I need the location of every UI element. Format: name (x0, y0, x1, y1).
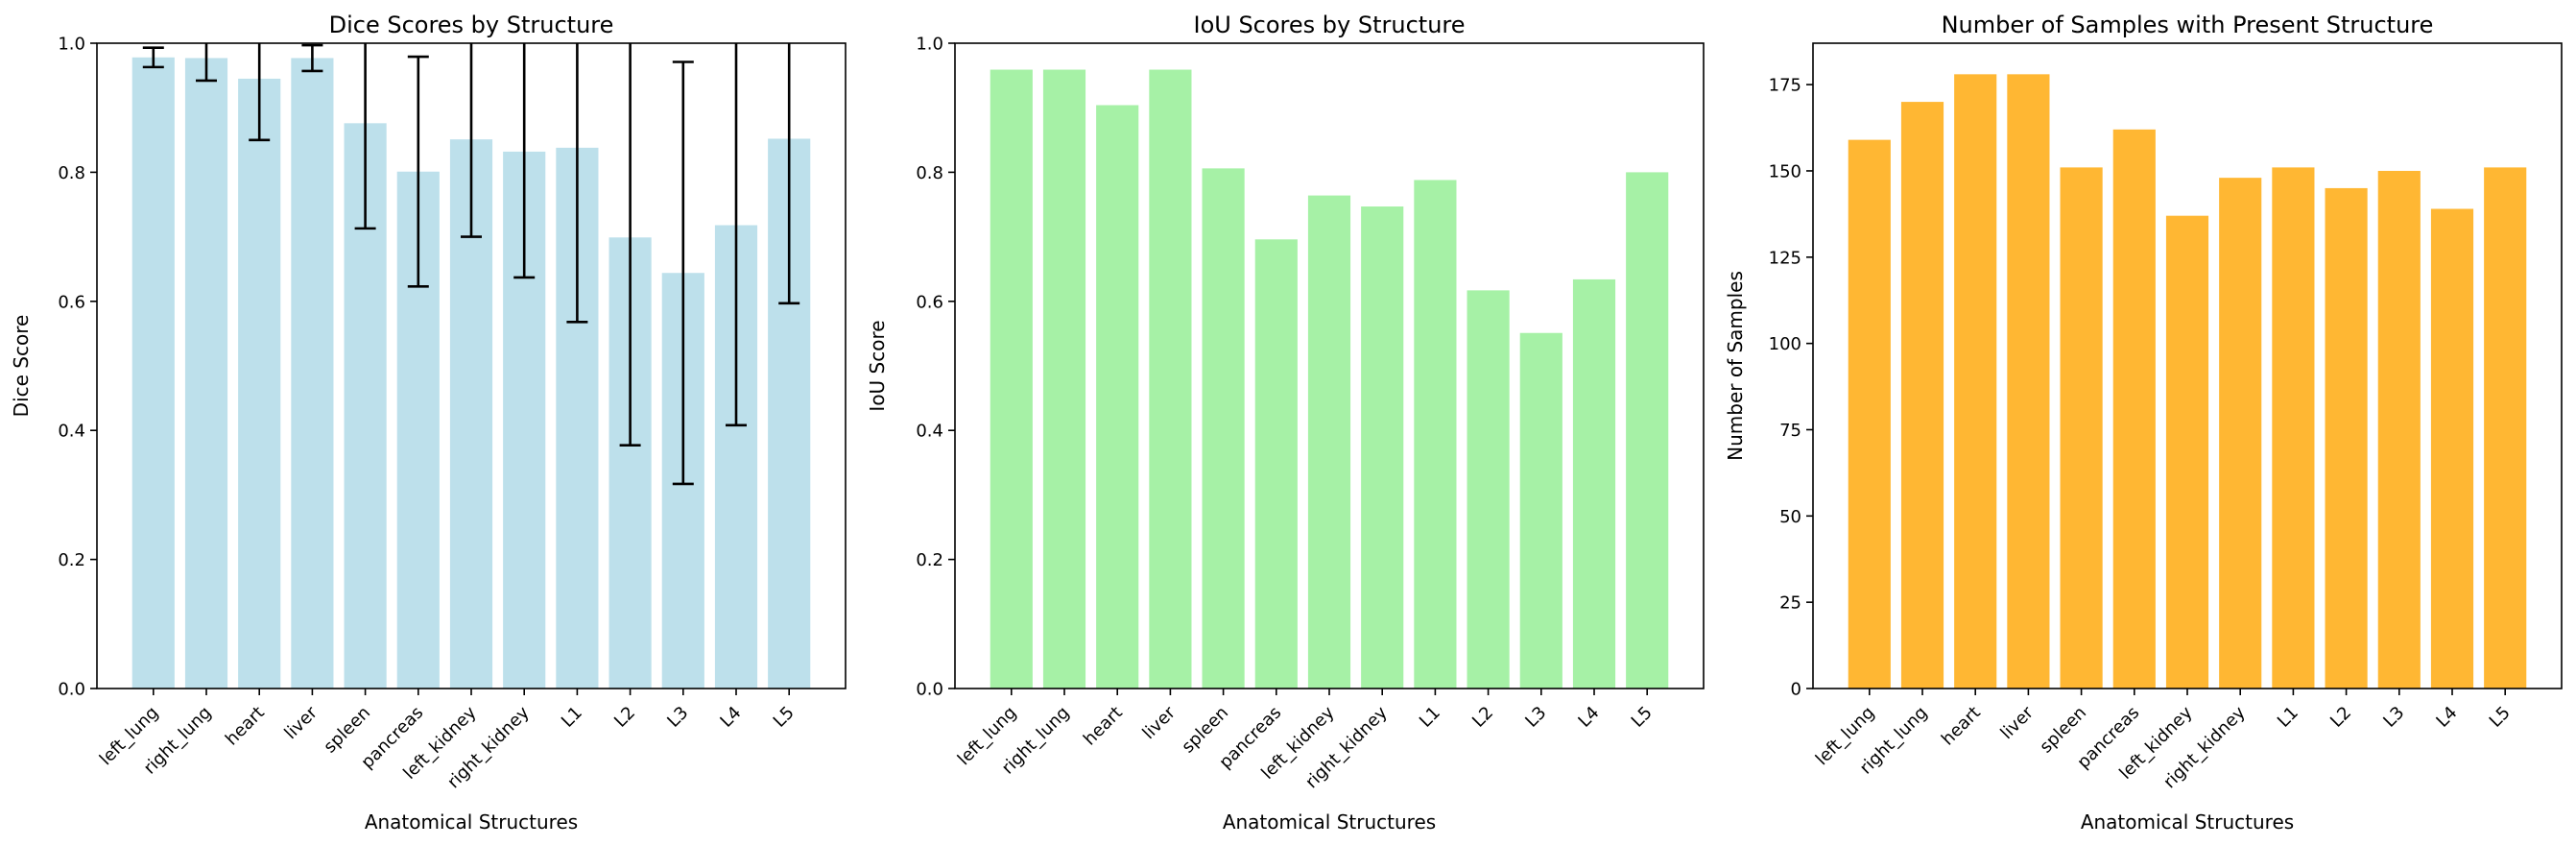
bar-right_lung (1900, 102, 1944, 689)
x-tick-label-L5: L5 (2486, 703, 2515, 732)
x-tick-label-liver: liver (1996, 702, 2038, 743)
bar-L5 (1626, 172, 1669, 689)
bar-heart (1954, 74, 1997, 689)
bar-left_kidney (2165, 215, 2209, 689)
bar-heart (238, 78, 281, 689)
bar-liver (1149, 69, 1192, 689)
bar-L4 (2430, 208, 2474, 689)
bar-right_lung (1042, 69, 1086, 689)
bar-liver (2007, 74, 2050, 689)
y-tick-label: 0.6 (58, 292, 85, 312)
y-tick-label: 0.8 (916, 163, 943, 183)
bar-right_kidney (1361, 206, 1404, 689)
y-tick-label: 100 (1769, 334, 1801, 354)
bar-L5 (2484, 167, 2527, 689)
bar-L3 (2377, 170, 2421, 689)
bar-L1 (2272, 167, 2315, 689)
x-tick-label-L3: L3 (663, 703, 692, 732)
bar-left_lung (990, 69, 1033, 689)
x-tick-label-liver: liver (1138, 702, 1180, 743)
bar-heart (1096, 105, 1139, 689)
bar-L1 (1414, 180, 1457, 689)
y-tick-label: 50 (1779, 507, 1801, 527)
x-axis-label: Anatomical Structures (2081, 810, 2294, 834)
y-axis-label: Number of Samples (1724, 271, 1747, 461)
y-tick-label: 0.2 (58, 550, 85, 570)
bar-left_kidney (1307, 195, 1351, 689)
x-tick-label-L1: L1 (2274, 703, 2302, 732)
bar-right_kidney (2219, 178, 2262, 689)
x-tick-label-L3: L3 (2379, 703, 2408, 732)
y-tick-label: 175 (1769, 76, 1801, 96)
y-tick-label: 0.4 (916, 422, 943, 442)
y-tick-label: 150 (1769, 161, 1801, 181)
y-tick-label: 1.0 (916, 35, 943, 55)
x-tick-label-L4: L4 (1574, 703, 1603, 732)
y-tick-label: 0.0 (58, 680, 85, 700)
y-tick-label: 0 (1791, 680, 1801, 700)
bar-left_lung (1848, 139, 1891, 689)
error-bars (142, 43, 800, 486)
bar-L2 (2325, 187, 2368, 689)
bar-L2 (1467, 290, 1510, 689)
x-tick-label-L5: L5 (1628, 703, 1657, 732)
bars (1848, 74, 2527, 689)
y-tick-label: 0.4 (58, 422, 85, 442)
x-tick-label-L2: L2 (610, 703, 639, 732)
bar-L3 (1519, 332, 1562, 689)
y-tick-label: 25 (1779, 593, 1801, 614)
bar-left_lung (131, 57, 175, 689)
x-tick-label-L2: L2 (1468, 703, 1497, 732)
y-tick-label: 0.6 (916, 292, 943, 312)
bar-spleen (1202, 168, 1245, 689)
bar-right_lung (184, 58, 228, 689)
bars (131, 57, 811, 689)
x-tick-label-L5: L5 (770, 703, 799, 732)
x-tick-label-liver: liver (280, 702, 322, 743)
y-tick-label: 125 (1769, 248, 1801, 268)
x-tick-label-heart: heart (1080, 703, 1127, 750)
x-tick-label-heart: heart (1938, 703, 1985, 750)
chart-title: Number of Samples with Present Structure (1942, 12, 2434, 38)
y-axis-label: IoU Score (866, 320, 889, 411)
bars (990, 69, 1669, 689)
x-tick-label-L2: L2 (2326, 703, 2355, 732)
bar-pancreas (2112, 129, 2156, 689)
y-tick-label: 0.0 (916, 680, 943, 700)
bar-liver (291, 58, 334, 689)
y-tick-label: 75 (1779, 421, 1801, 441)
y-tick-label: 0.8 (58, 163, 85, 183)
y-axis-label: Dice Score (10, 315, 33, 418)
x-tick-label-L3: L3 (1521, 703, 1550, 732)
bar-pancreas (1254, 239, 1298, 689)
x-axis-label: Anatomical Structures (1223, 810, 1436, 834)
chart-title: IoU Scores by Structure (1193, 12, 1465, 38)
bar-L4 (1572, 278, 1616, 689)
x-tick-label-L4: L4 (2432, 703, 2461, 732)
x-axis-label: Anatomical Structures (365, 810, 578, 834)
x-tick-label-L1: L1 (558, 703, 586, 732)
chart-title: Dice Scores by Structure (329, 12, 614, 38)
y-tick-label: 0.2 (916, 550, 943, 570)
bar-spleen (2060, 167, 2103, 689)
y-tick-label: 1.0 (58, 35, 85, 55)
x-tick-label-heart: heart (222, 703, 269, 750)
x-tick-label-L1: L1 (1416, 703, 1444, 732)
x-tick-label-L4: L4 (716, 703, 745, 732)
